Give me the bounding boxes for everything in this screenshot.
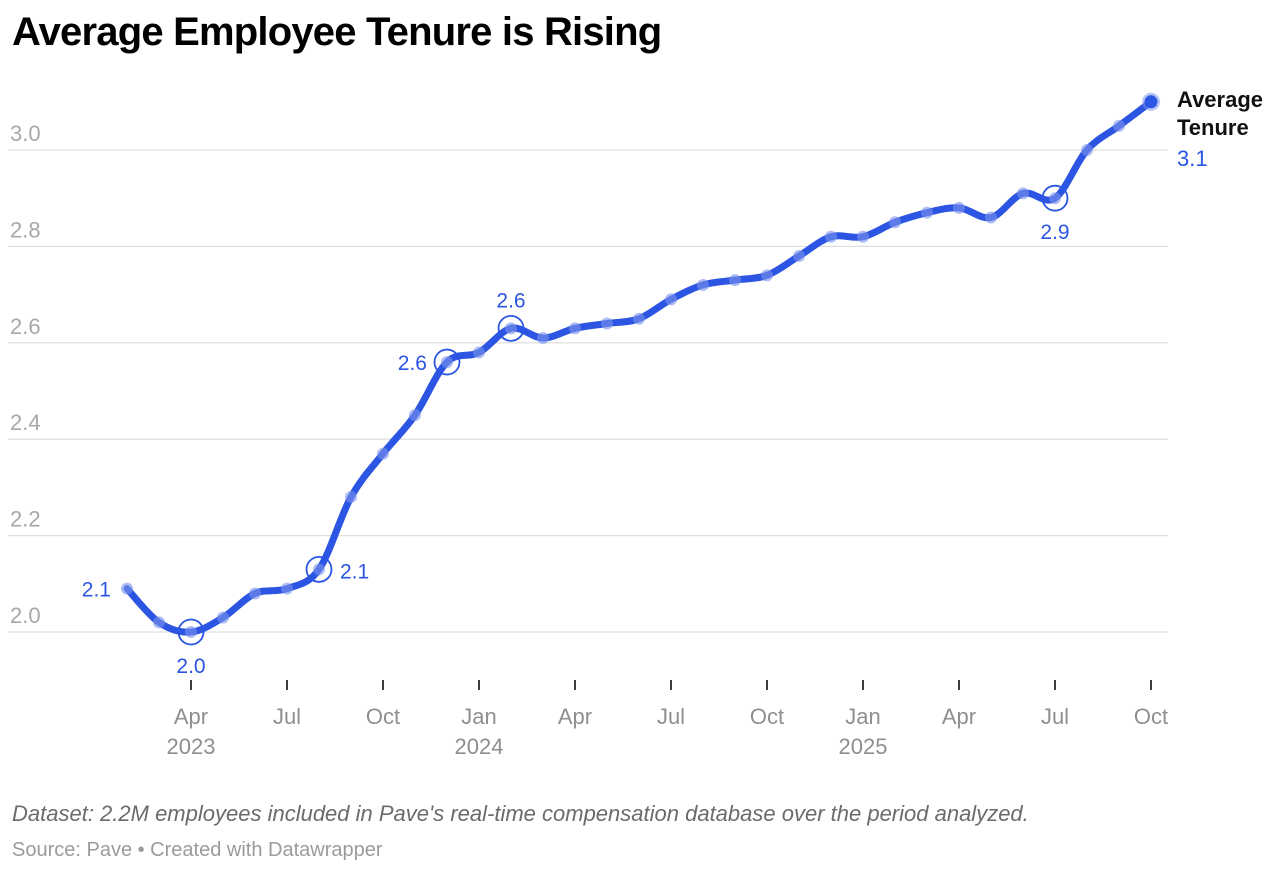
end-point <box>1144 95 1158 109</box>
data-point <box>761 269 773 282</box>
x-tick-year-label: 2023 <box>167 734 216 759</box>
value-annotation: 2.6 <box>398 352 427 375</box>
series-end-value: 3.1 <box>1177 146 1208 171</box>
data-point <box>505 322 517 335</box>
data-point <box>889 216 901 229</box>
y-tick-label: 2.2 <box>10 507 41 532</box>
value-annotation: 2.6 <box>496 289 525 312</box>
x-tick-label: Jul <box>273 704 301 729</box>
data-point <box>1081 144 1093 156</box>
source-line: Source: Pave • Created with Datawrapper <box>12 839 383 861</box>
x-tick-label: Oct <box>1134 704 1168 729</box>
series-name: Average Tenure <box>1177 86 1277 142</box>
data-point <box>217 611 229 624</box>
callout-ring <box>1041 184 1069 212</box>
data-point <box>729 274 741 287</box>
y-tick-label: 2.6 <box>10 314 41 339</box>
x-tick-label: Oct <box>366 704 400 729</box>
data-point <box>1017 187 1029 200</box>
series-legend: Average Tenure 3.1 <box>1177 86 1277 173</box>
data-point <box>633 312 645 325</box>
series-name-line1: Average <box>1177 87 1264 112</box>
chart-title: Average Employee Tenure is Rising <box>12 10 662 54</box>
data-point <box>473 346 485 359</box>
data-point <box>249 587 261 600</box>
data-point <box>697 278 709 291</box>
y-tick-label: 2.0 <box>10 603 41 628</box>
data-point <box>985 211 997 224</box>
y-tick-label: 2.8 <box>10 217 41 242</box>
x-tick-label: Jul <box>657 704 685 729</box>
data-point <box>1049 192 1061 205</box>
data-point <box>313 563 325 576</box>
x-tick-label: Jan <box>461 704 496 729</box>
data-point <box>153 616 165 629</box>
x-tick-label: Apr <box>942 704 976 729</box>
y-tick-label: 2.4 <box>10 410 41 435</box>
data-points <box>121 92 1160 638</box>
callout-ring <box>433 348 461 376</box>
value-annotation: 2.1 <box>340 560 369 583</box>
dataset-note: Dataset: 2.2M employees included in Pave… <box>12 801 1029 826</box>
x-tick-label: Oct <box>750 704 784 729</box>
callout-ring <box>497 314 525 342</box>
data-point <box>601 317 613 330</box>
value-annotation: 2.9 <box>1040 221 1069 244</box>
data-point <box>441 356 453 369</box>
data-point <box>1113 119 1125 132</box>
y-grid: 2.0 2.2 2.4 2.6 2.8 3.0 <box>8 121 1168 633</box>
callout-ring <box>177 618 205 646</box>
data-point <box>121 582 133 595</box>
value-annotation: 2.0 <box>176 655 205 678</box>
data-point <box>409 409 421 422</box>
data-point <box>185 626 197 638</box>
data-point <box>377 447 389 460</box>
data-point <box>857 230 869 243</box>
data-point <box>953 201 965 214</box>
series-line <box>123 98 1155 636</box>
x-tick-label: Apr <box>558 704 592 729</box>
x-tick-year-label: 2025 <box>839 734 888 759</box>
data-point <box>569 322 581 335</box>
annotations: 2.1 2.0 2.1 2.6 2.6 2.9 <box>82 184 1070 678</box>
x-tick-label: Apr <box>174 704 208 729</box>
y-tick-label: 3.0 <box>10 121 41 146</box>
callout-ring <box>305 555 333 583</box>
data-point <box>537 331 549 344</box>
x-tick-label: Jul <box>1041 704 1069 729</box>
data-point <box>281 582 293 595</box>
data-point <box>825 230 837 243</box>
data-point <box>665 293 677 306</box>
data-point <box>793 250 805 263</box>
x-tick-label: Jan <box>845 704 880 729</box>
x-axis: Apr 2023 Jul Oct Jan 2024 Apr Jul Oct Jan 2025 Apr J… <box>167 680 1168 759</box>
series-name-line2: Tenure <box>1177 115 1249 140</box>
x-tick-year-label: 2024 <box>455 734 504 759</box>
data-point <box>921 206 933 219</box>
value-annotation: 2.1 <box>82 579 111 602</box>
data-point <box>345 491 357 504</box>
